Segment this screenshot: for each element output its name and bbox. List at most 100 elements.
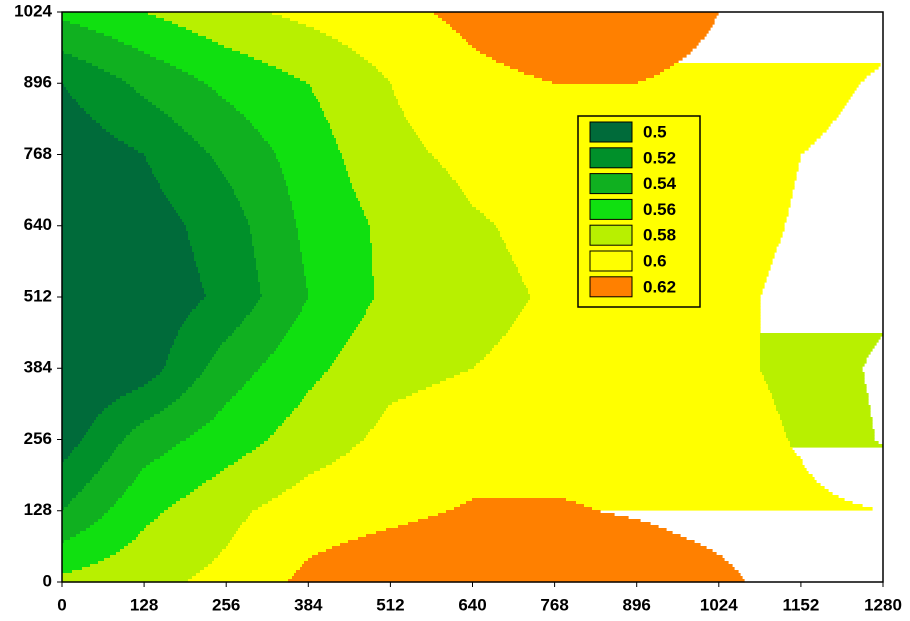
contour-band xyxy=(372,261,515,265)
contour-band xyxy=(372,246,507,250)
contour-band xyxy=(62,537,71,541)
contour-band xyxy=(62,471,99,475)
contour-band xyxy=(62,282,203,286)
contour-band xyxy=(178,213,245,217)
contour-band xyxy=(262,60,369,64)
contour-band xyxy=(566,498,845,502)
contour-band xyxy=(760,369,863,373)
contour-band xyxy=(294,210,365,214)
contour-band xyxy=(776,405,871,409)
contour-band xyxy=(192,309,253,313)
contour-band xyxy=(62,378,153,382)
contour-band xyxy=(258,300,307,304)
contour-band xyxy=(174,207,243,211)
contour-band xyxy=(354,330,509,334)
contour-band xyxy=(474,366,761,370)
contour-band xyxy=(500,234,783,238)
contour-band xyxy=(254,126,331,130)
contour-band xyxy=(172,345,221,349)
contour-band xyxy=(94,420,145,424)
contour-band xyxy=(212,156,277,160)
contour-band xyxy=(298,21,447,25)
contour-band xyxy=(312,90,395,94)
contour-band xyxy=(118,138,195,142)
contour-band xyxy=(242,321,295,325)
contour-band xyxy=(150,54,249,58)
contour-band xyxy=(150,462,235,466)
contour-band xyxy=(314,27,453,31)
contour-band xyxy=(246,381,317,385)
contour-band xyxy=(332,546,707,550)
contour-band xyxy=(370,234,501,238)
contour-band xyxy=(180,216,247,220)
contour-band xyxy=(268,63,373,67)
contour-band xyxy=(320,30,457,34)
contour-band xyxy=(494,345,761,349)
contour-band xyxy=(62,333,179,337)
contour-band xyxy=(326,465,805,469)
contour-band xyxy=(472,45,697,49)
contour-band xyxy=(260,285,307,289)
contour-band xyxy=(170,201,241,205)
contour-band xyxy=(196,378,251,382)
contour-band xyxy=(152,102,231,106)
contour-band xyxy=(62,69,105,73)
contour-band xyxy=(148,381,195,385)
contour-band xyxy=(192,246,255,250)
contour-band xyxy=(374,282,525,286)
contour-band xyxy=(292,486,825,490)
contour-band xyxy=(218,348,277,352)
contour-band xyxy=(226,339,283,343)
contour-band xyxy=(62,528,87,532)
contour-band xyxy=(62,90,69,94)
contour-band xyxy=(62,30,97,34)
contour-band xyxy=(62,219,183,223)
contour-band xyxy=(232,396,305,400)
contour-band xyxy=(352,48,477,52)
contour-band xyxy=(224,405,299,409)
contour-band xyxy=(376,66,511,70)
contour-band xyxy=(276,348,343,352)
contour-band xyxy=(62,534,77,538)
contour-band xyxy=(62,141,125,145)
contour-band xyxy=(266,360,335,364)
contour-band xyxy=(452,27,711,31)
contour-band xyxy=(246,519,419,523)
contour-band xyxy=(68,504,115,508)
contour-band xyxy=(78,444,119,448)
contour-band xyxy=(486,54,687,58)
contour-band xyxy=(286,417,381,421)
contour-band xyxy=(326,33,461,37)
contour-band xyxy=(172,204,241,208)
contour-band xyxy=(62,306,197,310)
contour-band xyxy=(62,240,191,244)
x-tick-label: 256 xyxy=(212,595,240,614)
contour-band xyxy=(298,237,371,241)
contour-band xyxy=(202,282,261,286)
contour-band xyxy=(466,195,793,199)
contour-band xyxy=(424,144,811,148)
contour-band xyxy=(350,177,453,181)
contour-band xyxy=(182,69,283,73)
contour-band xyxy=(98,519,155,523)
contour-band xyxy=(392,87,857,91)
contour-band xyxy=(760,357,867,361)
contour-band xyxy=(172,402,227,406)
contour-band xyxy=(374,294,531,298)
contour-band xyxy=(62,24,81,28)
contour-band xyxy=(762,372,865,376)
contour-band xyxy=(64,507,111,511)
contour-band xyxy=(106,129,185,133)
contour-band xyxy=(334,135,419,139)
contour-band xyxy=(306,285,375,289)
contour-band xyxy=(62,501,71,505)
contour-band xyxy=(374,426,785,430)
contour-band xyxy=(512,258,773,262)
legend-label: 0.62 xyxy=(643,277,676,296)
contour-band xyxy=(78,102,153,106)
contour-band xyxy=(102,465,147,469)
contour-band xyxy=(332,363,477,367)
contour-band xyxy=(62,576,193,580)
contour-band xyxy=(220,471,315,475)
contour-band xyxy=(62,411,103,415)
